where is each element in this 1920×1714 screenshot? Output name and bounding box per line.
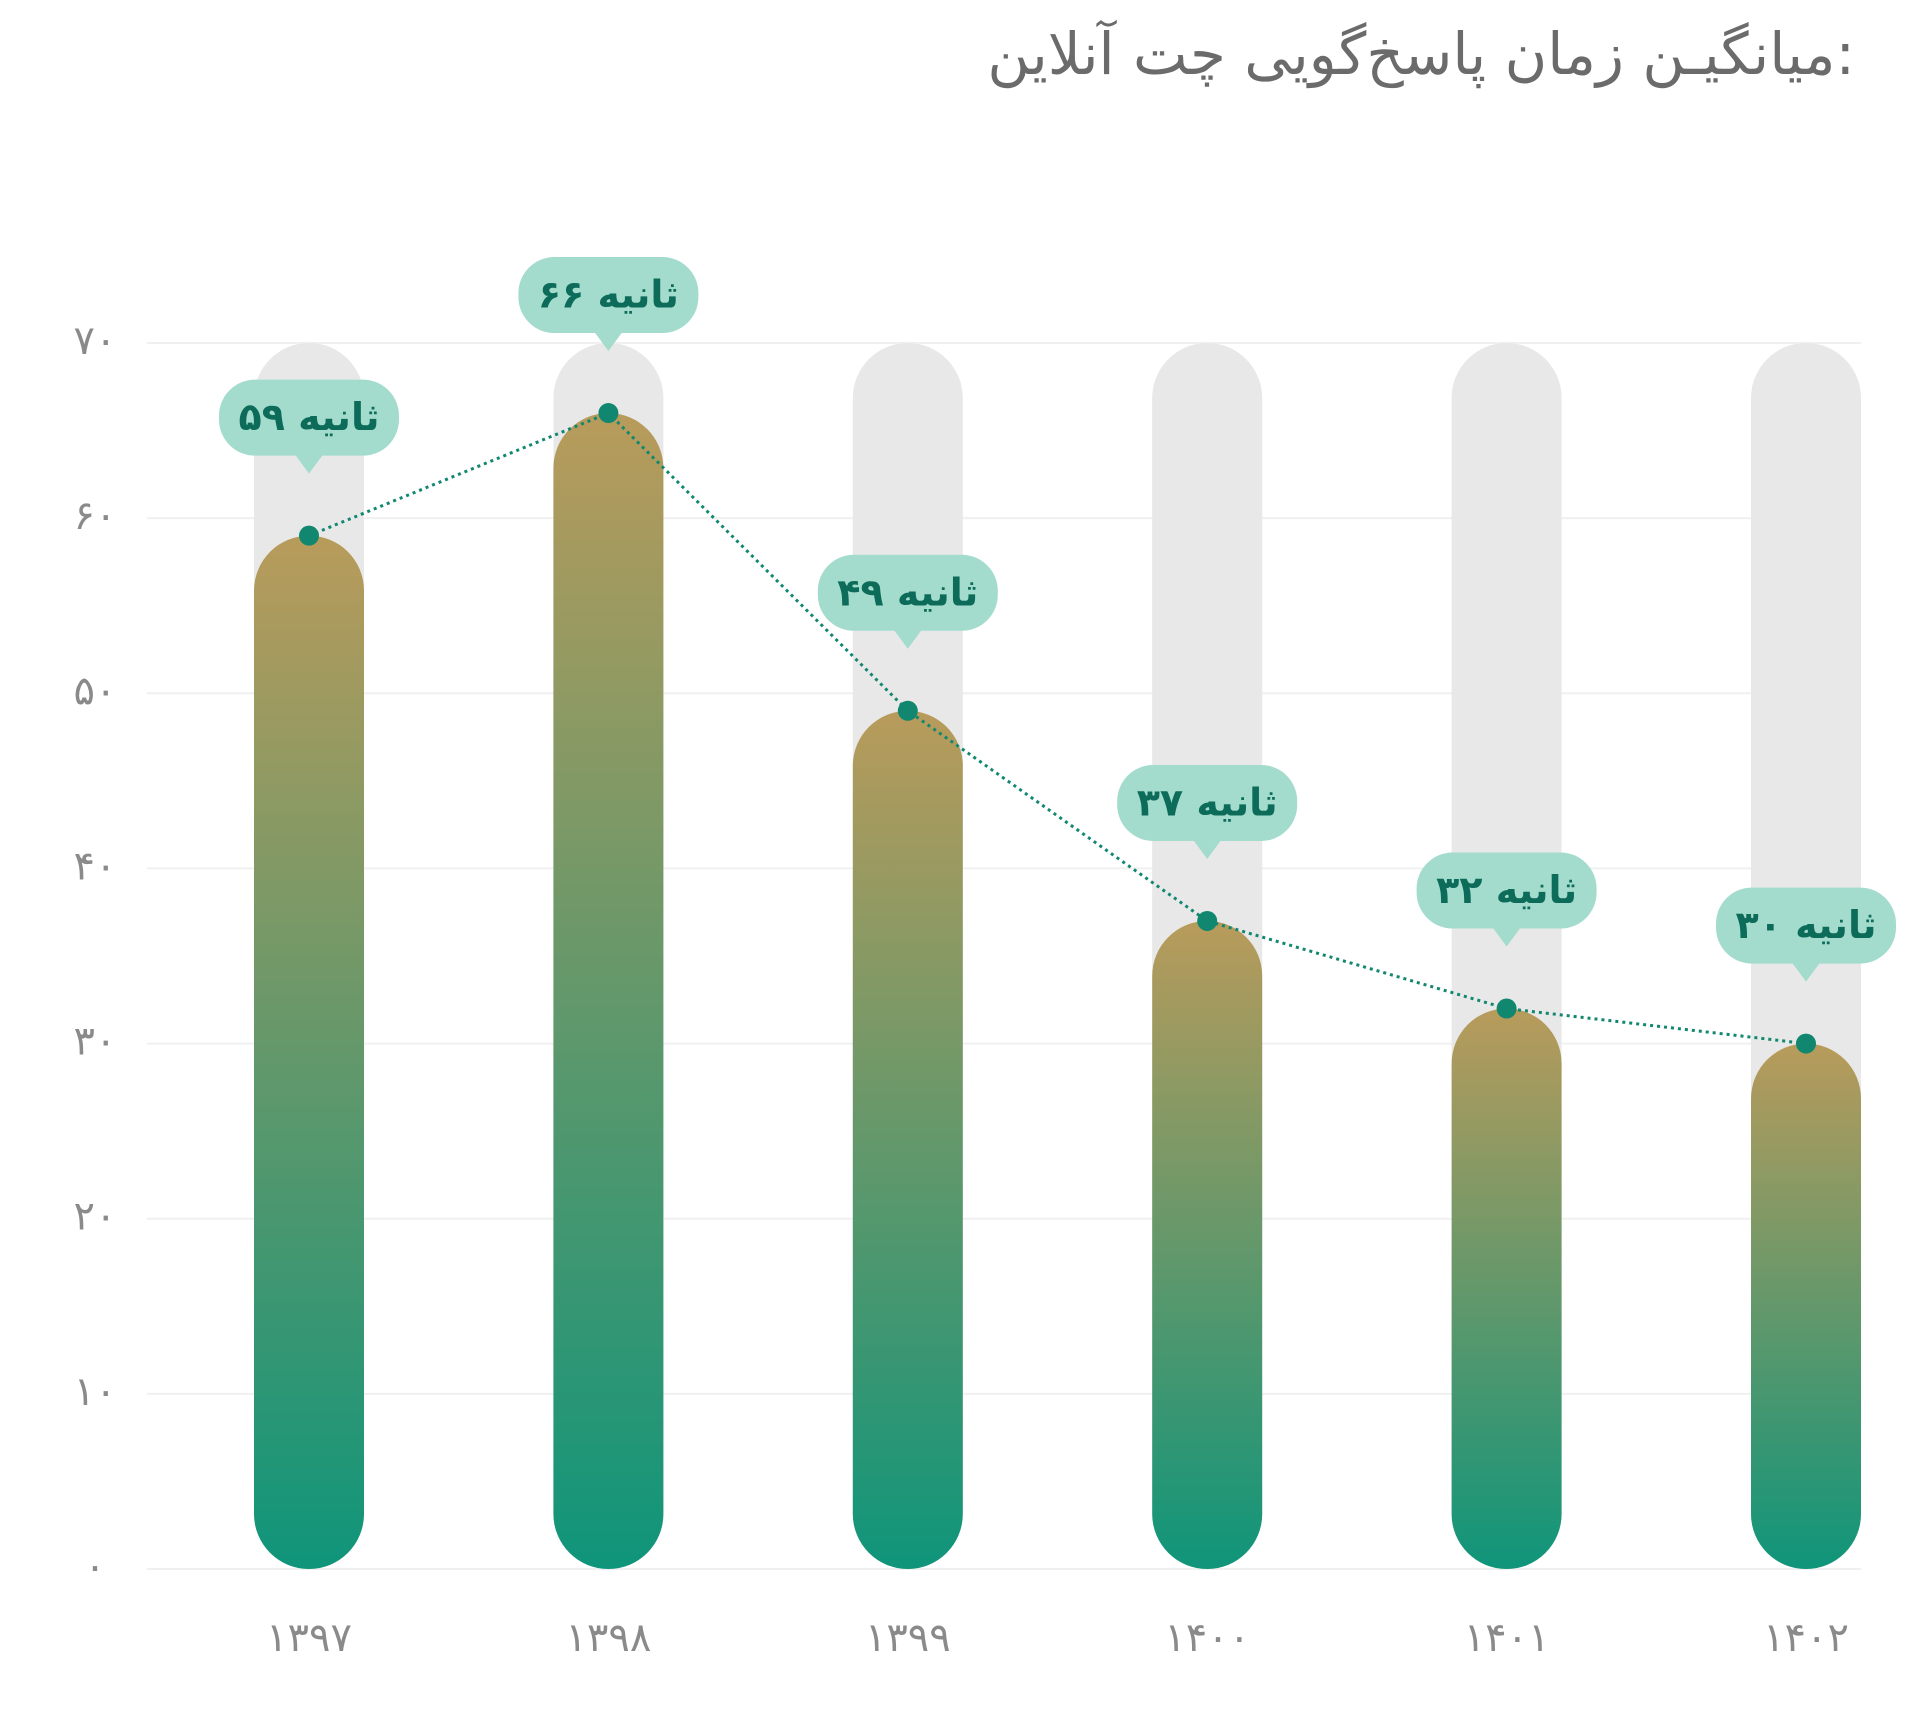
bar <box>852 710 963 1569</box>
y-tick-label: ۶۰ <box>74 493 117 539</box>
label-bubble <box>1716 887 1896 964</box>
y-tick-label: ۵۰ <box>74 668 117 714</box>
x-tick-label: ۱۴۰۱ <box>1464 1615 1550 1661</box>
x-tick-label: ۱۳۹۹ <box>865 1615 951 1661</box>
bar <box>1152 920 1263 1569</box>
point <box>897 700 918 721</box>
x-tick-label: ۱۳۹۷ <box>266 1615 352 1661</box>
bar <box>1451 1008 1562 1569</box>
y-tick-label: ۴۰ <box>74 843 117 889</box>
label-bubble <box>817 554 998 631</box>
label-pointer <box>295 454 323 474</box>
y-tick-label: ۰ <box>84 1544 105 1590</box>
label-bubble <box>1416 852 1597 929</box>
x-tick-label: ۱۴۰۲ <box>1763 1615 1849 1661</box>
point <box>299 525 319 546</box>
point <box>1197 910 1218 931</box>
bar <box>553 413 664 1569</box>
x-tick-label: ۱۴۰۰ <box>1164 1615 1250 1661</box>
value-label: ۳۲ ثانیه <box>1436 868 1577 912</box>
label-pointer <box>893 629 922 649</box>
x-tick-label: ۱۳۹۸ <box>565 1615 651 1661</box>
point <box>1796 1033 1816 1054</box>
label-bubble <box>518 257 699 334</box>
label-pointer <box>1193 839 1222 859</box>
point <box>598 403 619 424</box>
value-label: ۶۶ ثانیه <box>538 273 679 317</box>
value-label: ۵۹ ثانیه <box>239 395 380 439</box>
y-tick-label: ۱۰ <box>74 1369 117 1415</box>
y-tick-label: ۳۰ <box>74 1019 117 1065</box>
y-tick-label: ۷۰ <box>74 318 117 364</box>
point <box>1496 998 1517 1019</box>
label-pointer <box>1492 927 1521 947</box>
label-bubble <box>219 379 399 456</box>
bar <box>1751 1043 1861 1569</box>
label-pointer <box>594 332 623 352</box>
value-label: ۳۰ ثانیه <box>1736 903 1877 947</box>
value-label: ۳۷ ثانیه <box>1137 780 1278 824</box>
value-label: ۴۹ ثانیه <box>837 570 978 614</box>
trend-line <box>308 411 1807 1046</box>
label-bubble <box>1117 764 1298 841</box>
chart-title: میانگیـن زمان پاسخ‌گویی چت آنلاین: <box>987 19 1855 89</box>
bar <box>254 535 364 1569</box>
label-pointer <box>1792 962 1820 982</box>
y-tick-label: ۲۰ <box>74 1194 117 1240</box>
